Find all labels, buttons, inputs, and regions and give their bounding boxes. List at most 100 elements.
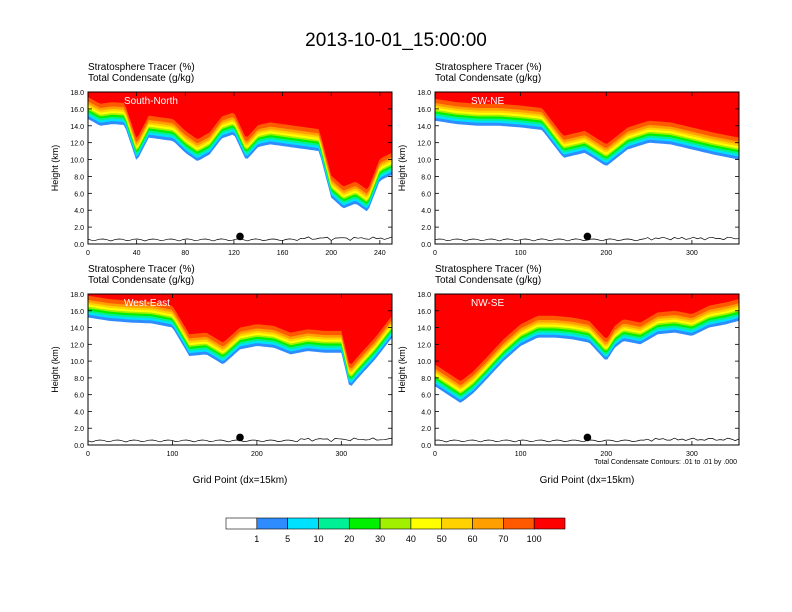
x-tick-label: 240	[374, 250, 386, 257]
y-tick-label: 8.0	[421, 376, 431, 383]
panel-label: South-North	[124, 96, 178, 107]
panel-3-header: Stratosphere Tracer (%) Total Condensate…	[88, 264, 195, 286]
y-tick-label: 6.0	[74, 393, 84, 400]
colorbar-swatch-2	[287, 517, 319, 530]
colorbar-swatch-6	[410, 517, 443, 530]
y-axis-label: Height (km)	[50, 145, 60, 192]
footnote: Total Condensate Contours: .01 to .01 by…	[594, 459, 737, 466]
y-axis-label: Height (km)	[397, 346, 407, 393]
y-tick-label: 10.0	[70, 158, 84, 165]
colorbar-label: 20	[344, 534, 354, 544]
tracer-band-level-10	[88, 294, 392, 365]
panel-1: South-North 0.0 2.0 4.0 6.0 8.0 10.0 12.0 14.0 16…	[50, 90, 393, 257]
y-tick-label: 0.0	[421, 443, 431, 450]
y-tick-label: 8.0	[74, 376, 84, 383]
y-tick-label: 18.0	[70, 292, 84, 299]
y-tick-label: 12.0	[70, 141, 84, 148]
panel-4-header-line2: Total Condensate (g/kg)	[435, 275, 542, 286]
colorbar-label: 50	[437, 534, 447, 544]
panel-4-header-line1: Stratosphere Tracer (%)	[435, 264, 542, 275]
colorbar-label: 70	[498, 534, 508, 544]
colorbar-label: 60	[468, 534, 478, 544]
x-tick-label: 300	[335, 451, 347, 458]
y-tick-label: 14.0	[417, 124, 431, 131]
colorbar-swatch-0	[225, 517, 258, 530]
y-tick-label: 0.0	[74, 242, 84, 249]
location-marker	[236, 232, 244, 241]
colorbar: 1 5 10 20 30 40 50 60 70 100	[225, 517, 566, 544]
y-tick-label: 18.0	[417, 292, 431, 299]
y-tick-label: 10.0	[417, 158, 431, 165]
y-tick-label: 18.0	[417, 90, 431, 97]
panel-4: NW-SE 0.0 2.0 4.0 6.0 8.0 10.0 12.0 14.0 16.0 18.0…	[397, 292, 740, 486]
y-axis-label: Height (km)	[397, 145, 407, 192]
y-tick-label: 6.0	[421, 191, 431, 198]
panel-2-header-line2: Total Condensate (g/kg)	[435, 73, 542, 84]
plot-frame	[87, 293, 393, 446]
y-tick-label: 0.0	[421, 242, 431, 249]
y-tick-label: 0.0	[74, 443, 84, 450]
tracer-field	[88, 294, 392, 386]
y-tick-label: 14.0	[70, 124, 84, 131]
y-tick-label: 8.0	[421, 174, 431, 181]
y-tick-label: 4.0	[74, 409, 84, 416]
y-tick-label: 2.0	[421, 225, 431, 232]
tracer-band-level-10	[88, 92, 392, 190]
location-marker	[236, 433, 244, 442]
colorbar-swatch-3	[318, 517, 350, 530]
x-tick-label: 0	[86, 250, 90, 257]
x-tick-label: 100	[167, 451, 179, 458]
panel-2: SW-NE 0.0 2.0 4.0 6.0 8.0 10.0 12.0 14.0 16.0 18.0…	[397, 90, 740, 257]
x-axis-label: Grid Point (dx=15km)	[540, 475, 635, 486]
y-axis-label: Height (km)	[50, 346, 60, 393]
tracer-field	[88, 92, 392, 212]
y-tick-label: 12.0	[417, 141, 431, 148]
x-tick-label: 200	[600, 250, 612, 257]
colorbar-label: 10	[313, 534, 323, 544]
colorbar-swatch-5	[379, 517, 412, 530]
panel-3-header-line2: Total Condensate (g/kg)	[88, 275, 195, 286]
tracer-band-level-10	[435, 92, 739, 144]
y-tick-label: 2.0	[421, 426, 431, 433]
panel-1-header: Stratosphere Tracer (%) Total Condensate…	[88, 62, 195, 84]
y-tick-label: 16.0	[417, 107, 431, 114]
location-marker	[583, 433, 592, 442]
colorbar-swatch-1	[256, 517, 288, 530]
colorbar-label: 5	[285, 534, 290, 544]
panel-label: West-East	[124, 298, 170, 309]
colorbar-label: 1	[254, 534, 259, 544]
y-tick-label: 16.0	[70, 309, 84, 316]
y-tick-label: 12.0	[417, 342, 431, 349]
x-tick-label: 0	[433, 451, 437, 458]
y-tick-label: 10.0	[417, 359, 431, 366]
x-tick-label: 80	[181, 250, 189, 257]
plot-frame	[434, 91, 740, 245]
y-tick-label: 8.0	[74, 174, 84, 181]
figure-title: 2013-10-01_15:00:00	[305, 30, 487, 51]
colorbar-swatch-9	[503, 517, 535, 530]
panel-label: NW-SE	[471, 298, 504, 309]
panel-3-header-line1: Stratosphere Tracer (%)	[88, 264, 195, 275]
x-tick-label: 40	[133, 250, 141, 257]
y-tick-label: 18.0	[70, 90, 84, 97]
x-tick-label: 120	[228, 250, 240, 257]
tracer-band-level-10	[435, 294, 739, 381]
colorbar-label: 30	[375, 534, 385, 544]
y-tick-label: 12.0	[70, 342, 84, 349]
panel-4-header: Stratosphere Tracer (%) Total Condensate…	[435, 264, 542, 286]
y-tick-label: 2.0	[74, 426, 84, 433]
panel-3: West-East 0.0 2.0 4.0 6.0 8.0 10.0 12.0 14.0 16.0…	[50, 292, 393, 486]
x-tick-label: 200	[251, 451, 263, 458]
panel-2-header: Stratosphere Tracer (%) Total Condensate…	[435, 62, 542, 84]
x-tick-label: 0	[433, 250, 437, 257]
panel-2-header-line1: Stratosphere Tracer (%)	[435, 62, 542, 73]
panel-1-header-line1: Stratosphere Tracer (%)	[88, 62, 195, 73]
x-tick-label: 100	[515, 451, 527, 458]
y-tick-label: 16.0	[417, 309, 431, 316]
panel-1-header-line2: Total Condensate (g/kg)	[88, 73, 195, 84]
location-marker	[583, 232, 592, 241]
x-tick-label: 200	[325, 250, 337, 257]
y-tick-label: 4.0	[421, 409, 431, 416]
panels-layer: South-North 0.0 2.0 4.0 6.0 8.0 10.0 12.0 14.0 16…	[50, 90, 740, 486]
